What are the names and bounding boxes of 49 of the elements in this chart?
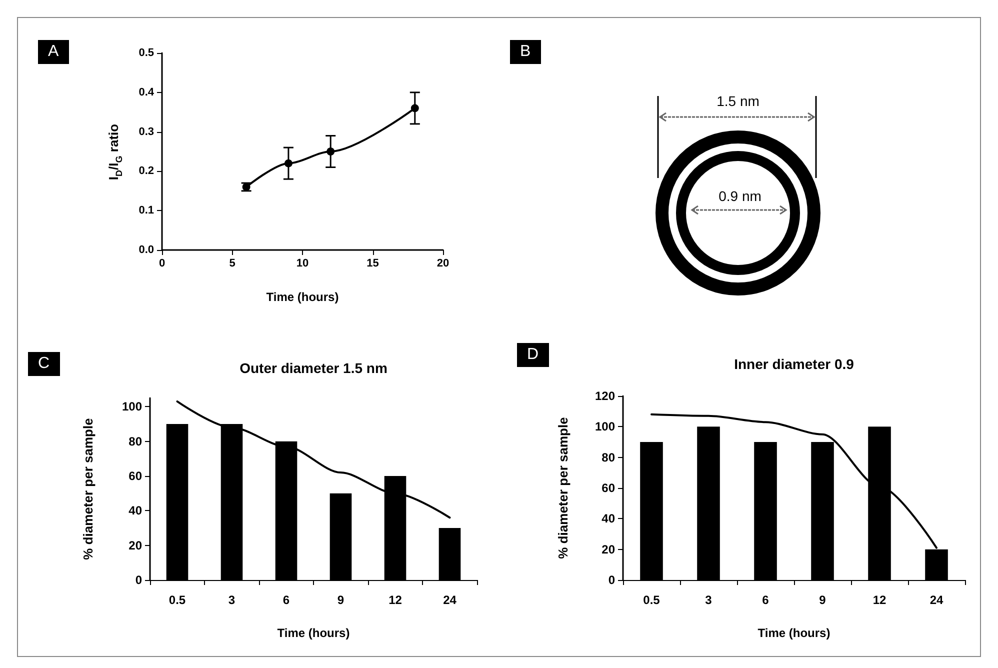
x-tick-label: 5: [229, 258, 236, 270]
y-tick-label: 80: [128, 434, 142, 448]
chart-title: Outer diameter 1.5 nm: [240, 360, 388, 376]
x-tick-label: 9: [819, 593, 826, 607]
y-tick-label: 120: [594, 389, 616, 403]
x-tick-label: 12: [872, 593, 886, 607]
y-tick-label: 100: [122, 400, 142, 414]
y-tick-label: 0.2: [138, 165, 154, 178]
x-tick-label: 20: [436, 258, 450, 270]
text: C: [28, 352, 60, 376]
x-tick-label: 15: [366, 258, 379, 270]
y-tick-label: 40: [602, 512, 616, 526]
x-tick-label: 0.5: [168, 593, 186, 607]
y-tick-label: 20: [602, 542, 616, 556]
text: A: [38, 40, 69, 64]
x-tick-label: 3: [228, 593, 236, 607]
y-tick-label: 80: [602, 450, 616, 464]
y-tick-label: 0.1: [138, 204, 154, 217]
y-tick-label: 0: [608, 573, 616, 587]
x-axis-title: Time (hours): [277, 626, 350, 640]
y-tick-label: 0: [135, 573, 142, 587]
chart-title: Inner diameter 0.9: [734, 356, 854, 372]
text: 0.9 nm: [718, 188, 762, 204]
x-axis-title: Time (hours): [266, 290, 339, 304]
x-tick-label: 6: [282, 593, 290, 607]
y-tick-label: 100: [594, 420, 616, 434]
x-tick-label: 6: [762, 593, 770, 607]
y-tick-label: 0.0: [138, 244, 154, 256]
y-axis-title: % diameter per sample: [80, 418, 96, 560]
text: B: [510, 40, 541, 64]
y-axis-title: % diameter per sample: [556, 417, 570, 559]
text: 1.5 nm: [716, 93, 760, 109]
x-tick-label: 24: [930, 593, 944, 607]
y-tick-label: 0.4: [138, 86, 155, 98]
x-tick-label: 3: [705, 593, 712, 607]
x-tick-label: 0: [158, 258, 166, 270]
text: D: [517, 343, 549, 367]
x-tick-label: 12: [388, 593, 402, 607]
x-tick-label: 10: [296, 258, 309, 270]
x-tick-label: 0.5: [643, 593, 660, 607]
y-tick-label: 0.5: [138, 47, 154, 59]
y-tick-label: 20: [128, 538, 142, 552]
y-tick-label: 0.3: [138, 126, 154, 138]
y-tick-label: 40: [128, 504, 142, 518]
x-axis-title: Time (hours): [758, 626, 830, 640]
y-tick-label: 60: [602, 481, 616, 495]
x-tick-label: 24: [443, 593, 457, 607]
x-tick-label: 9: [337, 593, 344, 607]
y-tick-label: 60: [128, 469, 142, 483]
